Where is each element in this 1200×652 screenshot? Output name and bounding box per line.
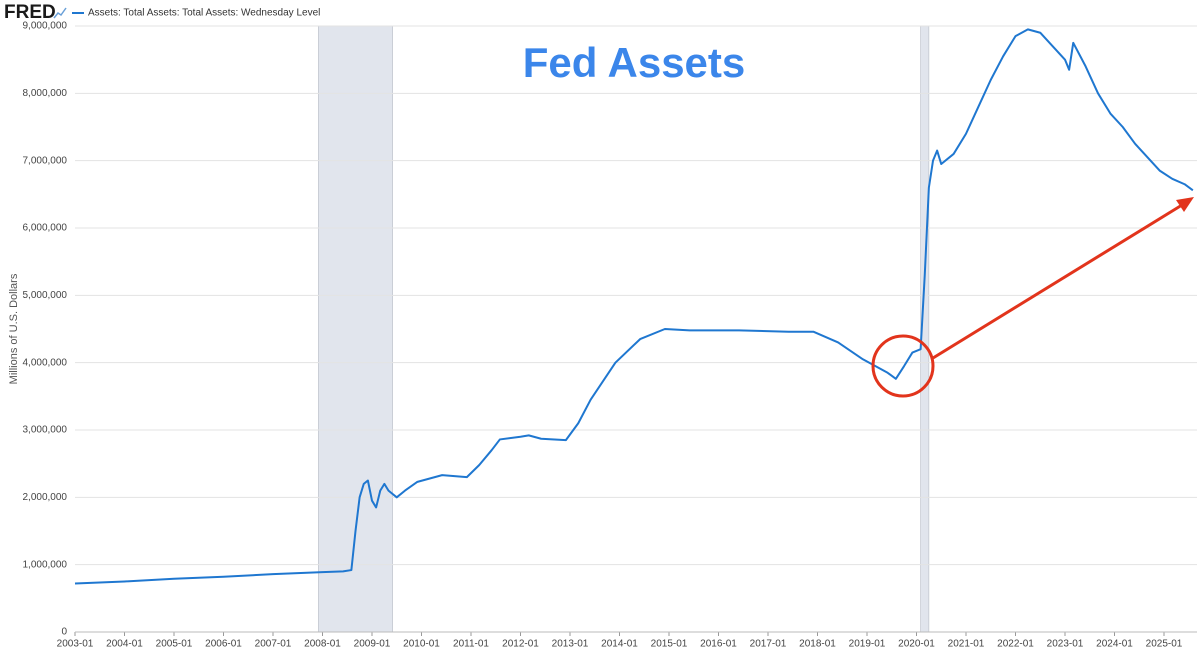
x-tick-label: 2003-01 [57,639,94,650]
x-tick-label: 2011-01 [453,639,489,650]
y-tick-label: 0 [61,627,67,638]
x-tick-label: 2010-01 [403,639,440,650]
y-tick-label: 8,000,000 [23,88,68,99]
x-tick-label: 2015-01 [651,639,688,650]
highlight-circle [871,334,935,398]
y-tick-label: 7,000,000 [23,155,68,166]
x-tick-label: 2017-01 [750,639,787,650]
y-tick-label: 9,000,000 [23,21,68,32]
arrow-line [932,203,1183,360]
x-tick-label: 2007-01 [255,639,292,650]
x-tick-label: 2018-01 [799,639,836,650]
logo-icon [53,7,67,19]
plot-area: 0 1,000,000 2,000,000 3,000,000 4,000,000 5,0… [23,21,1197,650]
y-tick-label: 1,000,000 [23,559,68,570]
x-tick-label: 2016-01 [700,639,737,650]
y-tick-label: 4,000,000 [23,357,68,368]
x-tick-label: 2023-01 [1047,639,1084,650]
x-tick-label: 2019-01 [849,639,886,650]
x-tick-label: 2025-01 [1146,639,1183,650]
x-tick-label: 2012-01 [502,639,539,650]
x-tick-label: 2022-01 [997,639,1034,650]
logo: FRED [4,2,56,23]
x-tick-label: 2004-01 [106,639,143,650]
y-tick-label: 3,000,000 [23,425,68,436]
annotation: Fed Assets [523,39,746,86]
x-tick-label: 2024-01 [1096,639,1133,650]
legend-label: Assets: Total Assets: Total Assets: Wedn… [88,8,320,19]
x-tick-label: 2008-01 [304,639,341,650]
data-line [74,28,1194,585]
y-axis-label: Millions of U.S. Dollars [8,273,20,384]
x-tick-label: 2006-01 [205,639,242,650]
y-tick-label: 6,000,000 [23,223,68,234]
y-tick-label: 2,000,000 [23,492,68,503]
x-tick-label: 2013-01 [552,639,589,650]
recession-shade [318,25,393,633]
x-tick-label: 2009-01 [354,639,391,650]
arrow-head [1176,197,1194,212]
y-tick-label: 5,000,000 [23,290,68,301]
x-tick-label: 2014-01 [601,639,638,650]
x-tick-label: 2005-01 [156,639,193,650]
x-tick-label: 2020-01 [898,639,935,650]
x-tick-label: 2021-01 [948,639,985,650]
